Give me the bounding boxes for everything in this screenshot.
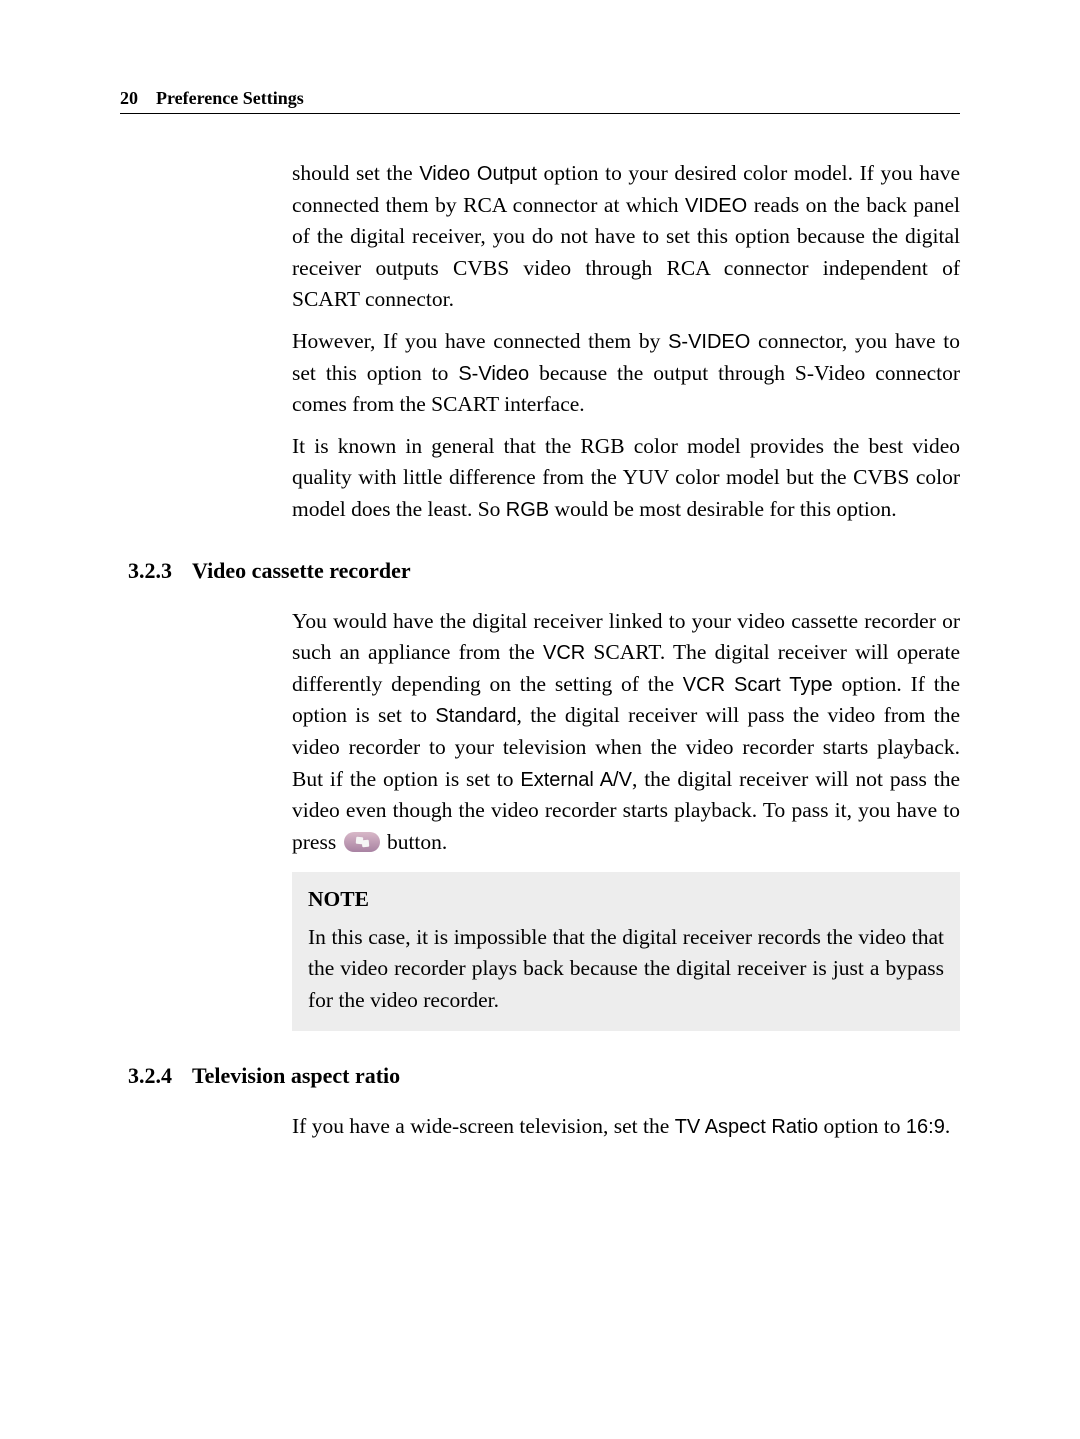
paragraph-5: If you have a wide-screen television, se… <box>292 1111 960 1143</box>
section-title: Video cassette recorder <box>192 558 411 584</box>
paragraph-2: However, If you have connected them by S… <box>292 326 960 421</box>
text-run: should set the <box>292 161 419 185</box>
ui-term: RGB <box>506 499 549 521</box>
ui-term: External A/V <box>520 769 632 791</box>
section-heading-323: 3.2.3 Video cassette recorder <box>120 558 960 584</box>
document-page: 20 Preference Settings should set the Vi… <box>0 0 1080 1222</box>
ui-term: VCR <box>543 642 585 664</box>
text-run: would be most desirable for this option. <box>549 497 897 521</box>
text-run: If you have a wide-screen television, se… <box>292 1114 675 1138</box>
note-label: NOTE <box>308 884 944 916</box>
section-number: 3.2.3 <box>128 558 188 584</box>
page-header: 20 Preference Settings <box>120 88 960 114</box>
paragraph-4: You would have the digital receiver link… <box>292 606 960 859</box>
ui-term: VCR Scart Type <box>683 674 833 696</box>
paragraph-1: should set the Video Output option to yo… <box>292 158 960 316</box>
ui-term: Standard <box>435 705 516 727</box>
text-run: option to <box>818 1114 906 1138</box>
header-title: Preference Settings <box>156 88 304 109</box>
ui-term: S-VIDEO <box>668 331 750 353</box>
remote-button-icon <box>344 832 380 852</box>
ui-term: VIDEO <box>685 195 747 217</box>
text-run: button. <box>382 830 448 854</box>
ui-term: TV Aspect Ratio <box>675 1116 818 1138</box>
paragraph-3: It is known in general that the RGB colo… <box>292 431 960 526</box>
ui-term: S-Video <box>458 363 529 385</box>
note-text: In this case, it is impossible that the … <box>308 922 944 1017</box>
page-number: 20 <box>120 88 138 109</box>
section-title: Television aspect ratio <box>192 1063 400 1089</box>
ui-term: 16:9 <box>906 1116 945 1138</box>
section-number: 3.2.4 <box>128 1063 188 1089</box>
text-run: However, If you have connected them by <box>292 329 668 353</box>
text-run: . <box>945 1114 950 1138</box>
ui-term: Video Output <box>419 163 537 185</box>
note-box: NOTE In this case, it is impossible that… <box>292 872 960 1030</box>
section-heading-324: 3.2.4 Television aspect ratio <box>120 1063 960 1089</box>
